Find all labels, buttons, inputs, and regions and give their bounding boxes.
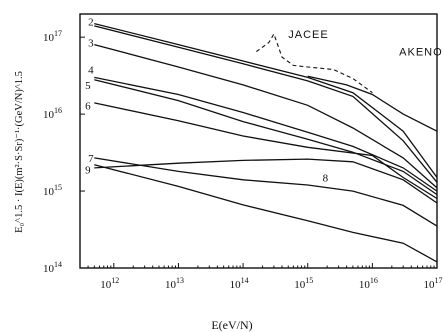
x-tick-label: 1012 <box>100 276 119 291</box>
y-axis-label: E₀^1.5 · I(E)(m²·S·Sr)⁻¹·(GeV/N)^1.5 <box>14 71 25 233</box>
series-jacee-line <box>255 32 373 94</box>
curve-label-3: 3 <box>88 38 94 50</box>
x-tick-exponent: 13 <box>176 276 184 285</box>
y-axis-title: E₀^1.5 · I(E)(m²·S·Sr)⁻¹·(GeV/N)^1.5 <box>14 71 25 233</box>
series-6-line <box>94 102 438 200</box>
x-tick-exponent: 14 <box>241 276 249 285</box>
curve-labels: 2 3 4 5 6 79 8 JACEE AKENO <box>85 16 443 185</box>
y-tick-exponent: 16 <box>54 106 62 115</box>
x-tick-label: 1017 <box>424 276 443 291</box>
curve-label-7: 7 <box>88 153 94 165</box>
x-tick-exponent: 15 <box>305 276 313 285</box>
plot-frame <box>79 13 438 269</box>
series-5-line <box>94 79 438 196</box>
curve-label-akeno: AKENO <box>399 47 443 59</box>
series-4-line <box>94 76 438 192</box>
x-axis-label: E(eV/N) <box>211 318 252 332</box>
curve-label-6: 6 <box>85 100 91 112</box>
curve-label-2: 2 <box>88 16 94 28</box>
x-tick-label: 1014 <box>230 276 249 291</box>
series-3-line <box>94 43 438 189</box>
x-tick-exponent: 17 <box>435 276 443 285</box>
y-tick-label: 1015 <box>43 183 62 198</box>
x-axis-title: E(eV/N) <box>211 318 252 332</box>
series-7-line <box>94 157 438 227</box>
series-akeno-line <box>307 75 438 132</box>
curves <box>94 22 438 263</box>
curve-label-4: 4 <box>88 64 94 76</box>
y-tick-exponent: 15 <box>54 183 62 192</box>
y-tick-exponent: 17 <box>54 29 62 38</box>
series-2-line <box>94 25 438 183</box>
y-tick-label: 1014 <box>43 260 62 275</box>
curve-label-5: 5 <box>85 80 91 92</box>
x-tick-label: 1015 <box>294 276 313 291</box>
x-tick-label: 1013 <box>165 276 184 291</box>
y-tick-label: 1016 <box>43 106 62 121</box>
series-2-line <box>94 22 438 178</box>
y-tick-label: 1017 <box>43 29 62 44</box>
series-8-line <box>94 158 438 204</box>
x-tick-exponent: 12 <box>111 276 119 285</box>
curve-label-9: 9 <box>85 165 91 177</box>
x-tick-exponent: 16 <box>370 276 378 285</box>
curve-label-jacee: JACEE <box>288 29 328 41</box>
curve-label-8: 8 <box>323 173 329 185</box>
series-9-line <box>94 164 438 263</box>
x-tick-label: 1016 <box>359 276 378 291</box>
y-tick-exponent: 14 <box>54 260 62 269</box>
